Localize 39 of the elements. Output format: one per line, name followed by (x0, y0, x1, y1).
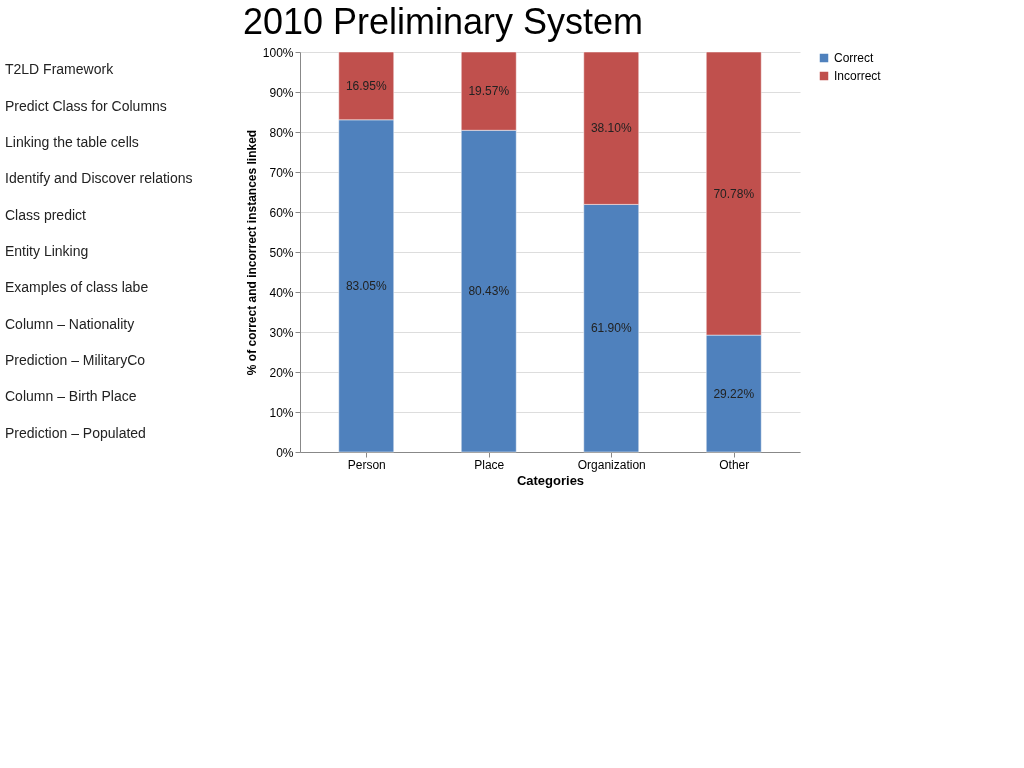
y-tick-label: 80% (269, 125, 294, 140)
x-tick-label: Place (474, 457, 505, 472)
data-label: 19.57% (468, 84, 510, 99)
text: Column – Nationality (5, 315, 135, 332)
y-tick-label: 50% (269, 245, 294, 260)
legend-label: Correct (834, 51, 875, 65)
text: Predict Class for Columns (5, 97, 167, 114)
x-axis-title: Categories (516, 472, 585, 488)
y-tick-label: 70% (269, 165, 294, 180)
y-tick-label: 100% (262, 45, 294, 60)
text: Examples of class labe (5, 279, 149, 296)
y-tick-label: 20% (269, 365, 294, 380)
y-tick-label: 60% (269, 205, 294, 220)
y-tick-label: 90% (269, 85, 294, 100)
text: Linking the table cells (5, 133, 139, 150)
text: Entity Linking (5, 243, 89, 259)
x-tick-label: Other (719, 457, 750, 472)
chart-title: 2010 Preliminary System (242, 1, 644, 42)
data-label: 38.10% (590, 121, 632, 136)
y-axis-title: % of correct and incorrect instances linked (244, 129, 259, 376)
y-tick-label: 10% (269, 405, 294, 420)
y-tick-label: 0% (276, 445, 294, 460)
text: Prediction – Populated (5, 424, 146, 441)
data-label: 16.95% (345, 78, 387, 93)
text: Prediction – MilitaryCo (5, 352, 146, 369)
data-label: 61.90% (590, 321, 632, 336)
data-label: 83.05% (345, 278, 387, 293)
text: Column – Birth Place (5, 388, 137, 405)
legend-label: Incorrect (834, 69, 882, 83)
data-label: 80.43% (468, 284, 510, 299)
text: Identify and Discover relations (5, 170, 193, 187)
text: Class predict (5, 206, 87, 223)
x-tick-label: Organization (577, 457, 646, 472)
x-tick-label: Person (347, 457, 386, 472)
y-tick-label: 40% (269, 285, 294, 300)
y-tick-label: 30% (269, 325, 294, 340)
data-label: 70.78% (713, 186, 755, 201)
data-label: 29.22% (713, 386, 755, 401)
text: T2LD Framework (5, 61, 115, 78)
